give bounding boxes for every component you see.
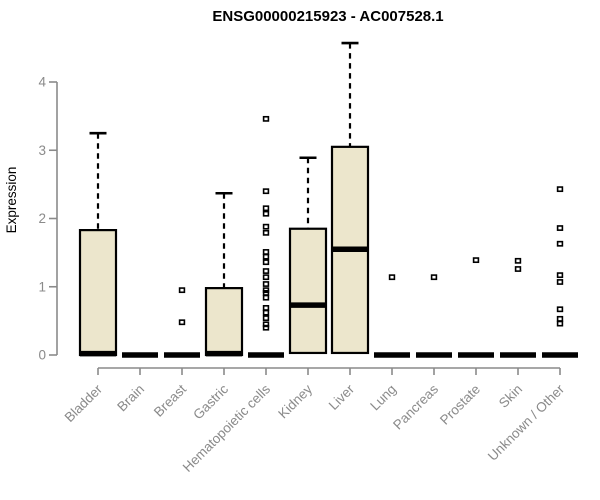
box-pancreas: [416, 274, 452, 358]
y-tick-label: 1: [38, 279, 46, 294]
outlier-point: [262, 294, 270, 301]
x-tick-label: Lung: [367, 382, 399, 414]
outlier-point: [556, 320, 564, 327]
x-tick-label: Skin: [496, 382, 525, 411]
outlier-point: [262, 309, 270, 316]
y-axis-title: Expression: [4, 167, 19, 234]
outlier-point: [262, 223, 270, 230]
box-skin: [500, 257, 536, 358]
outlier-point: [262, 315, 270, 322]
outlier-point: [556, 186, 564, 193]
box-bladder: [78, 131, 118, 357]
outlier-point: [262, 249, 270, 255]
outlier-point: [556, 272, 564, 279]
outlier-point: [556, 279, 564, 285]
outlier-point: [262, 259, 270, 266]
iqr-box: [78, 229, 118, 357]
outlier-point: [262, 274, 270, 281]
x-tick-label: Brain: [114, 382, 147, 415]
outlier-point: [262, 210, 270, 217]
x-tick-label: Breast: [151, 381, 189, 419]
box-prostate: [458, 257, 494, 358]
outlier-point: [472, 257, 480, 264]
x-tick-label: Kidney: [275, 381, 315, 421]
chart-title: ENSG00000215923 - AC007528.1: [212, 8, 443, 25]
outlier-point: [178, 319, 186, 326]
outlier-point: [430, 274, 438, 281]
outlier-point: [262, 305, 270, 311]
outlier-point: [556, 306, 564, 313]
outlier-point: [514, 257, 522, 264]
outlier-point: [262, 253, 270, 260]
box-kidney: [288, 156, 328, 355]
outlier-point: [556, 315, 564, 322]
x-tick-label: Prostate: [437, 382, 483, 428]
box-unknown-other: [542, 186, 578, 358]
outlier-point: [388, 274, 396, 281]
outlier-point: [262, 229, 270, 236]
outlier-point: [262, 188, 270, 195]
y-tick-label: 3: [38, 143, 46, 158]
iqr-box: [288, 227, 328, 355]
y-tick-label: 2: [38, 211, 46, 226]
box-hematopoietic-cells: [248, 115, 284, 358]
outlier-point: [262, 281, 270, 287]
box-gastric: [204, 191, 244, 357]
y-tick-label: 4: [38, 75, 46, 90]
outlier-point: [262, 115, 270, 122]
outlier-point: [556, 240, 564, 247]
x-tick-label: Bladder: [62, 381, 106, 425]
y-tick-label: 0: [38, 348, 46, 363]
outlier-point: [514, 266, 522, 272]
box-lung: [374, 274, 410, 358]
iqr-box: [204, 287, 244, 357]
outlier-point: [262, 205, 270, 212]
outlier-point: [262, 324, 270, 331]
x-tick-label: Unknown / Other: [485, 381, 568, 464]
outlier-point: [262, 268, 270, 274]
outlier-point: [178, 287, 186, 294]
x-tick-label: Pancreas: [390, 381, 441, 432]
x-tick-label: Liver: [326, 381, 358, 413]
box-breast: [164, 287, 200, 358]
outlier-point: [556, 225, 564, 231]
x-tick-label: Gastric: [190, 381, 231, 422]
box-liver: [330, 41, 370, 355]
